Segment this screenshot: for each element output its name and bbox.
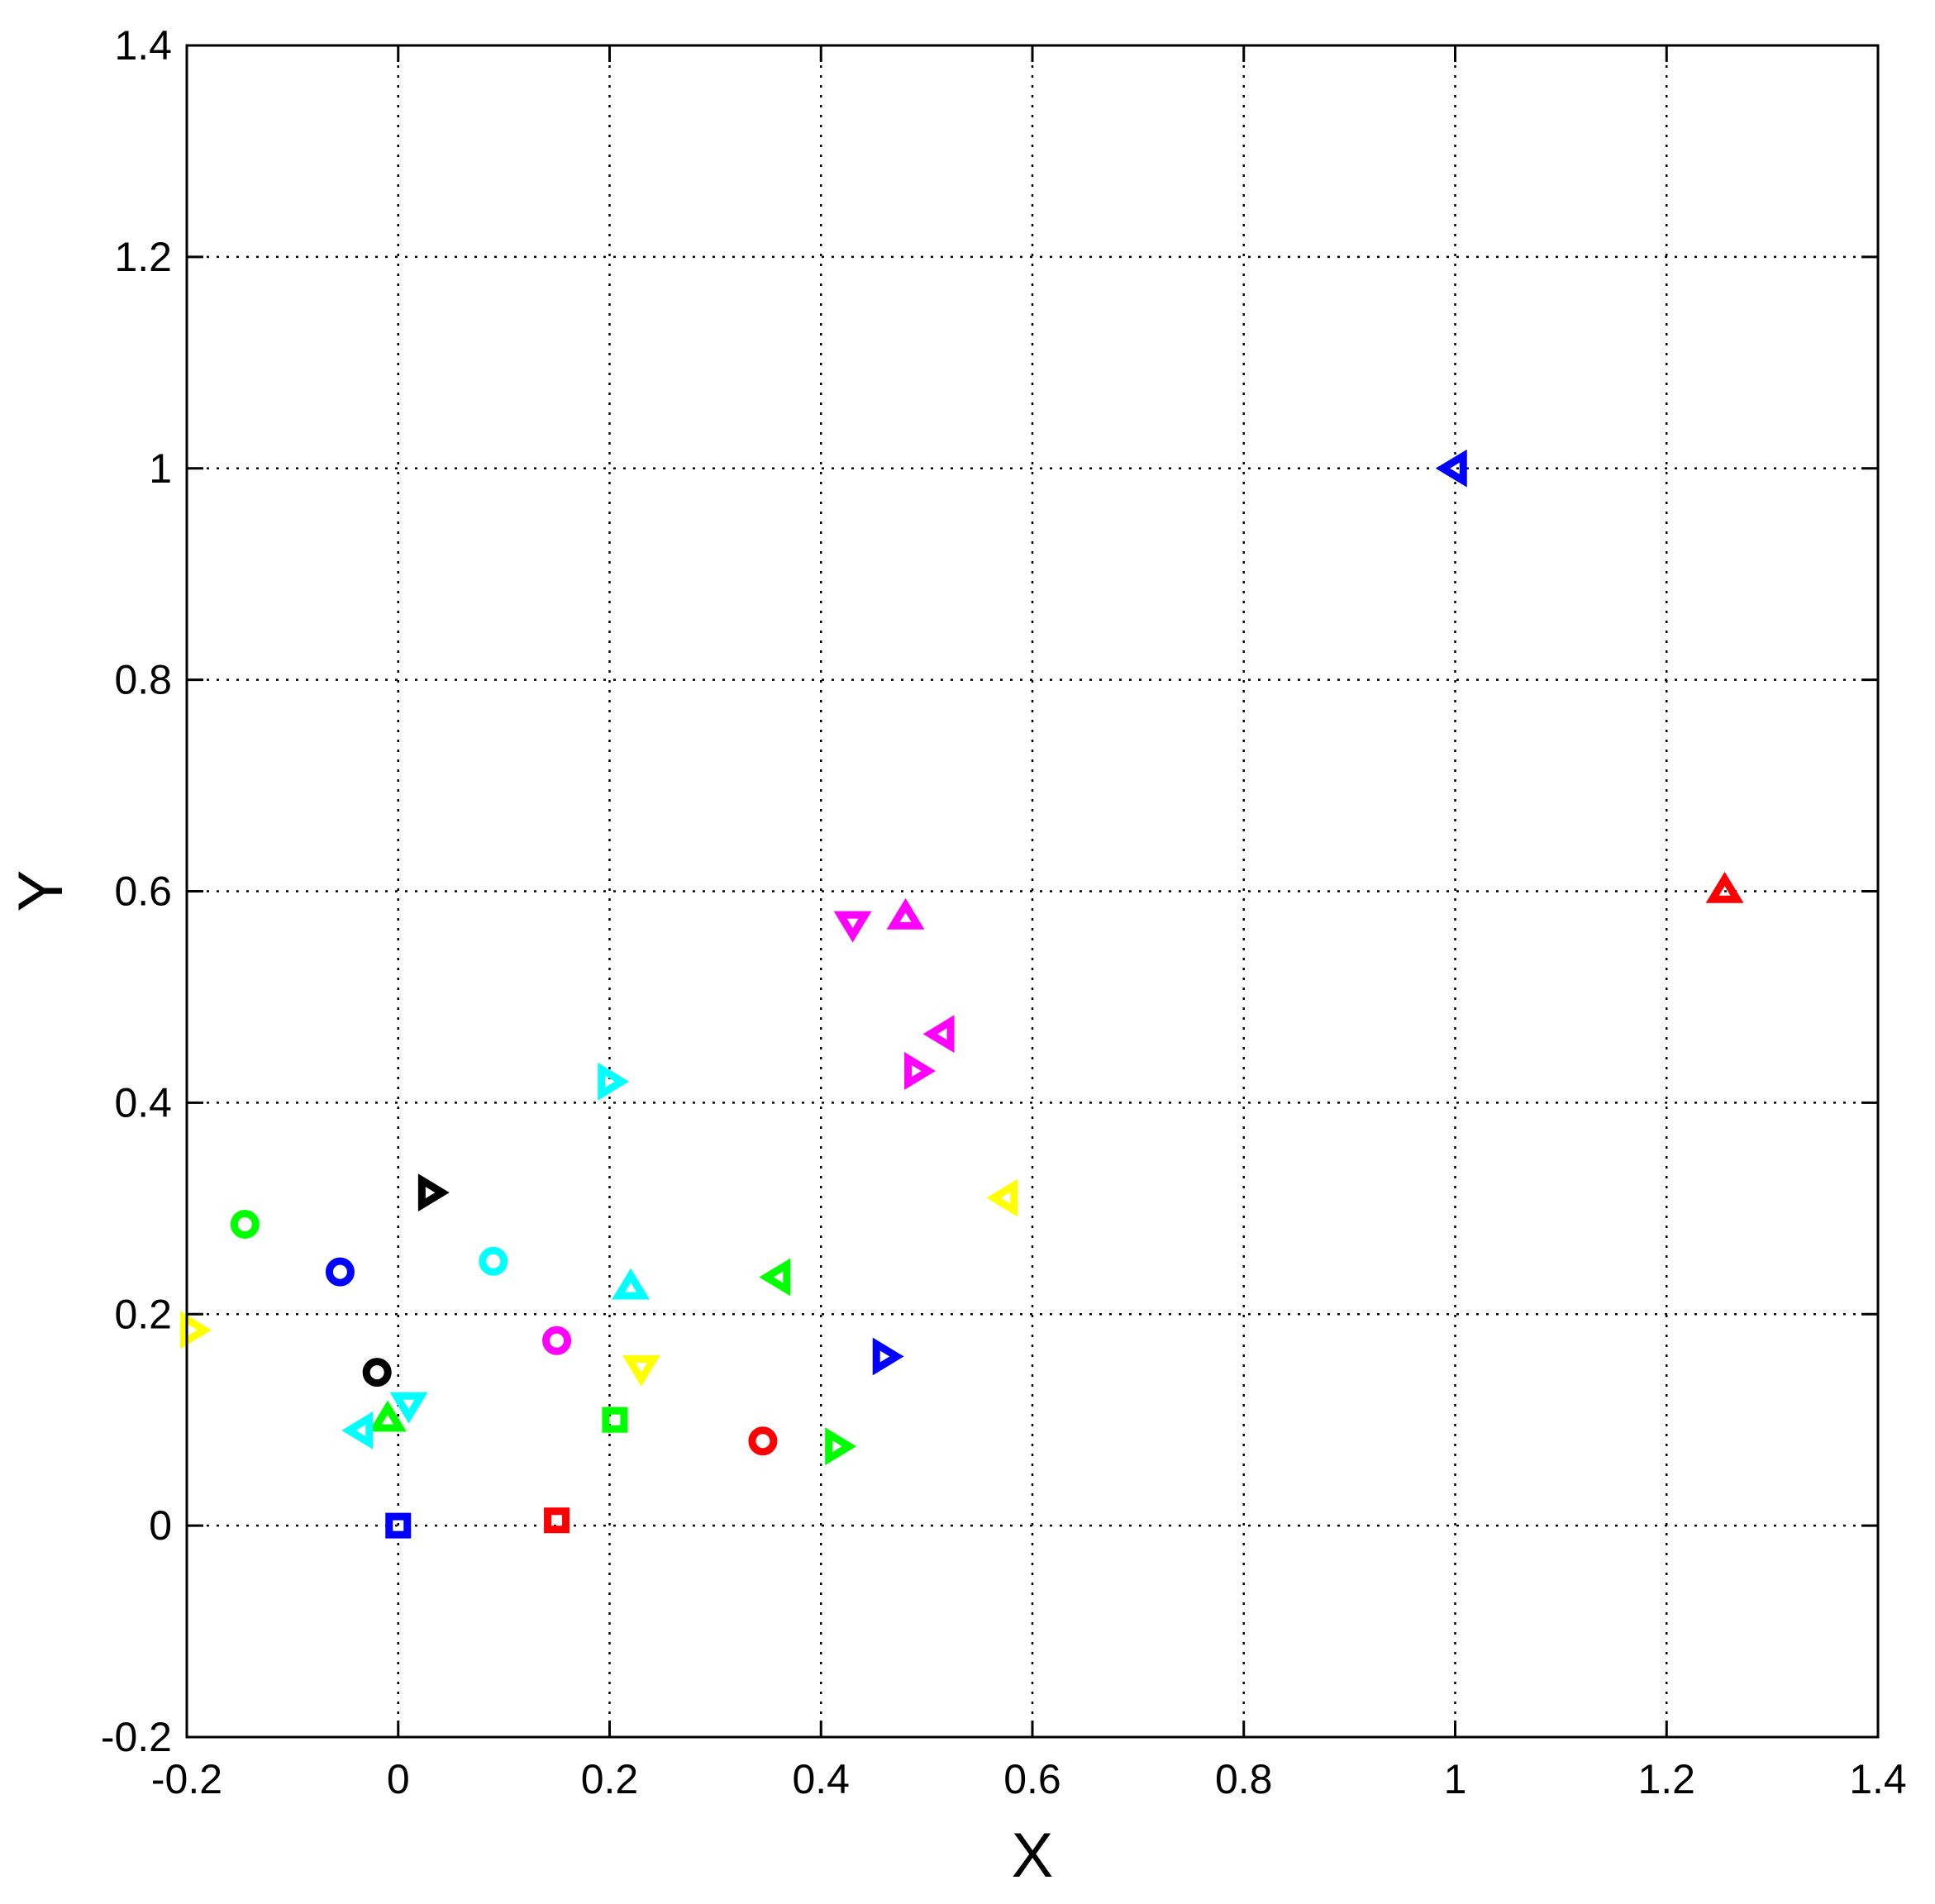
x-tick-label: 0.4 [792, 1756, 850, 1802]
data-markers [180, 449, 1744, 1539]
data-point-circle [479, 1246, 508, 1276]
data-point-triangle-right [825, 1427, 857, 1466]
data-point-triangle-left [986, 1178, 1018, 1217]
y-tick-label: 0.8 [114, 657, 172, 703]
y-tick-label: -0.2 [101, 1714, 172, 1760]
x-tick-label: 0 [387, 1756, 410, 1802]
data-point-triangle-right [904, 1052, 936, 1090]
x-tick-label: -0.2 [151, 1756, 222, 1802]
data-point-triangle-right [598, 1062, 630, 1101]
data-point-circle [325, 1257, 355, 1287]
y-tick-label: 0.6 [114, 869, 172, 915]
y-tick-label: 0.2 [114, 1291, 172, 1337]
x-tick-label: 0.2 [581, 1756, 639, 1802]
y-axis-label: Y [6, 870, 76, 912]
data-point-triangle-left [341, 1411, 374, 1449]
x-tick-label: 0.8 [1215, 1756, 1273, 1802]
axis-ticks: -0.2 0 0.2 0.4 0.6 0.8 1 1.2 1.4 -0.2 0 0.2 0.4 0.6 0.… [101, 22, 1907, 1802]
data-point-triangle-up [612, 1268, 651, 1300]
data-point-triangle-down [622, 1354, 660, 1387]
data-point-triangle-left [1435, 449, 1467, 488]
data-point-square [385, 1512, 412, 1539]
x-tick-label: 1.4 [1849, 1756, 1907, 1802]
data-point-triangle-right [872, 1337, 904, 1376]
data-point-triangle-down [833, 911, 872, 943]
data-point-triangle-left [922, 1015, 955, 1054]
data-point-triangle-up [369, 1400, 407, 1432]
y-tick-label: 1.2 [114, 234, 172, 280]
y-tick-label: 1 [149, 445, 172, 492]
grid-lines [187, 45, 1878, 1737]
data-point-square [544, 1507, 570, 1534]
data-point-triangle-right [180, 1311, 212, 1349]
data-point-triangle-up [1705, 871, 1744, 903]
data-point-square [602, 1407, 628, 1433]
data-point-circle [542, 1326, 572, 1355]
x-tick-label: 0.6 [1003, 1756, 1061, 1802]
data-point-circle [230, 1210, 260, 1240]
data-point-triangle-right [417, 1173, 450, 1212]
data-point-triangle-down [389, 1392, 428, 1424]
y-tick-label: 1.4 [114, 22, 172, 69]
data-point-triangle-up [886, 897, 925, 930]
y-tick-label: 0.4 [114, 1079, 172, 1126]
x-tick-label: 1 [1444, 1756, 1467, 1802]
data-point-triangle-left [759, 1258, 791, 1297]
x-axis-label: X [1012, 1821, 1054, 1891]
y-tick-label: 0 [149, 1502, 172, 1549]
data-point-circle [748, 1426, 778, 1456]
data-point-circle [362, 1358, 392, 1388]
x-tick-label: 1.2 [1637, 1756, 1695, 1802]
